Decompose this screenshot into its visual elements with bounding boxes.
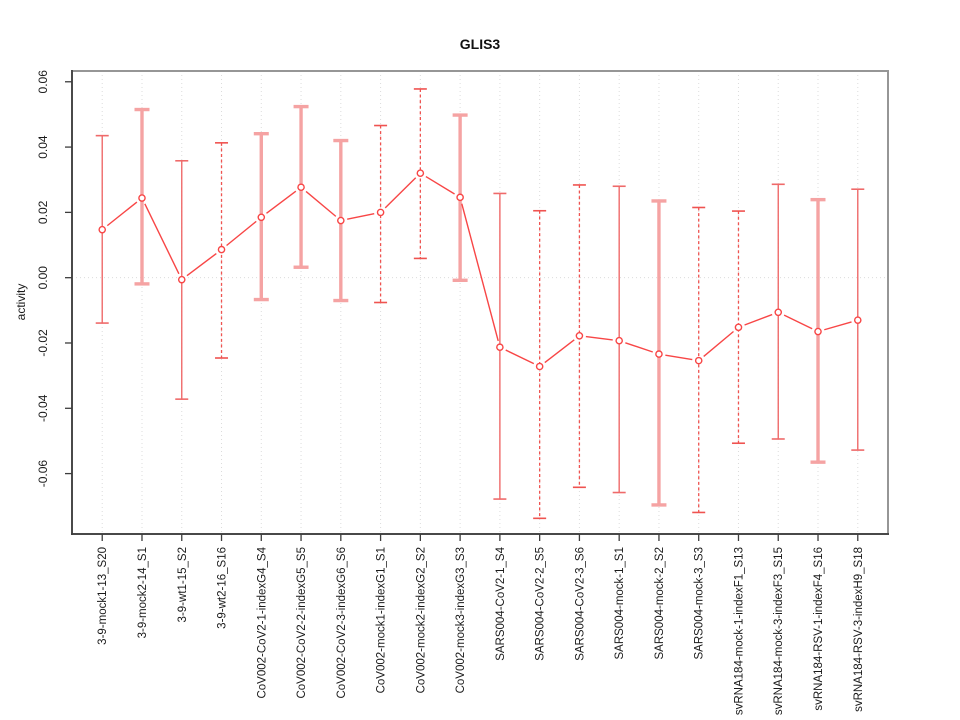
series-segment <box>384 177 417 209</box>
x-category-label: CoV002-mock3-indexG3_S3 <box>455 547 467 693</box>
data-point <box>416 169 425 177</box>
series-segment <box>347 213 375 220</box>
x-category-label: SARS004-CoV2-1_S4 <box>495 546 507 660</box>
x-category-label: SARS004-mock-2_S2 <box>654 547 666 660</box>
series-segment <box>665 354 693 361</box>
data-point <box>376 208 385 217</box>
series-segment <box>783 314 813 330</box>
data-point <box>138 194 146 202</box>
data-point <box>734 323 743 332</box>
x-category-label: 3-9-wt2-16_S16 <box>217 547 229 629</box>
series-segment <box>744 313 773 326</box>
x-category-label: CoV002-mock2-indexG2_S2 <box>415 547 427 693</box>
series-segment <box>106 201 138 227</box>
x-category-label: svRNA184-RSV-1-indexF4_S16 <box>813 547 825 711</box>
y-tick-label: 0.04 <box>36 135 50 159</box>
data-point <box>217 245 226 254</box>
x-category-label: SARS004-mock-3_S3 <box>694 547 706 660</box>
data-point <box>535 362 544 371</box>
y-tick-label: -0.04 <box>36 394 50 422</box>
x-category-label: CoV002-CoV2-3-indexG6_S6 <box>336 547 348 699</box>
x-category-label: SARS004-CoV2-3_S6 <box>574 547 586 661</box>
data-point <box>177 275 186 284</box>
x-category-label: 3-9-wt1-15_S2 <box>177 547 189 622</box>
y-tick-label: -0.02 <box>36 329 50 357</box>
x-category-label: svRNA184-RSV-3-indexH9_S18 <box>853 547 865 712</box>
series-segment <box>505 349 535 365</box>
series-segment <box>305 190 337 217</box>
data-point <box>456 193 464 202</box>
chart-title: GLIS3 <box>459 36 501 52</box>
series-segment <box>625 342 654 353</box>
series-segment <box>544 339 575 364</box>
y-tick-label: -0.06 <box>36 460 50 488</box>
series-segment <box>703 330 734 357</box>
series-segment <box>186 252 217 277</box>
data-point <box>98 225 107 234</box>
data-point <box>814 327 822 336</box>
y-tick-label: 0.02 <box>36 200 50 224</box>
y-tick-label: 0.00 <box>36 266 50 290</box>
data-point <box>337 216 345 225</box>
data-point <box>774 308 783 317</box>
series-segment <box>425 175 455 195</box>
x-category-label: CoV002-mock1-indexG1_S1 <box>376 547 388 693</box>
data-point <box>496 343 504 352</box>
series-segment <box>226 220 257 247</box>
series-segment <box>461 203 499 342</box>
x-category-label: 3-9-mock1-13_S20 <box>97 547 109 645</box>
x-category-label: svRNA184-mock-1-indexF1_S13 <box>733 547 745 715</box>
x-category-label: CoV002-CoV2-2-indexG5_S5 <box>296 547 308 699</box>
series-segment <box>824 321 852 331</box>
series-segment <box>585 335 613 341</box>
x-category-label: CoV002-CoV2-1-indexG4_S4 <box>256 546 268 698</box>
y-tick-label: 0.06 <box>36 70 50 94</box>
data-point <box>615 336 623 345</box>
plot-border <box>71 70 889 535</box>
x-category-label: svRNA184-mock-3-indexF3_S15 <box>773 547 785 715</box>
data-point <box>575 332 584 340</box>
x-category-label: SARS004-mock-1_S1 <box>614 547 626 660</box>
data-point <box>297 183 305 192</box>
series-segment <box>266 190 297 214</box>
data-point <box>853 316 862 324</box>
x-category-label: SARS004-CoV2-2_S5 <box>535 547 547 661</box>
x-category-label: 3-9-mock2-14_S1 <box>137 547 149 638</box>
series-segment <box>144 203 180 275</box>
data-point <box>655 350 663 358</box>
data-point <box>257 213 266 222</box>
data-point <box>694 356 703 365</box>
